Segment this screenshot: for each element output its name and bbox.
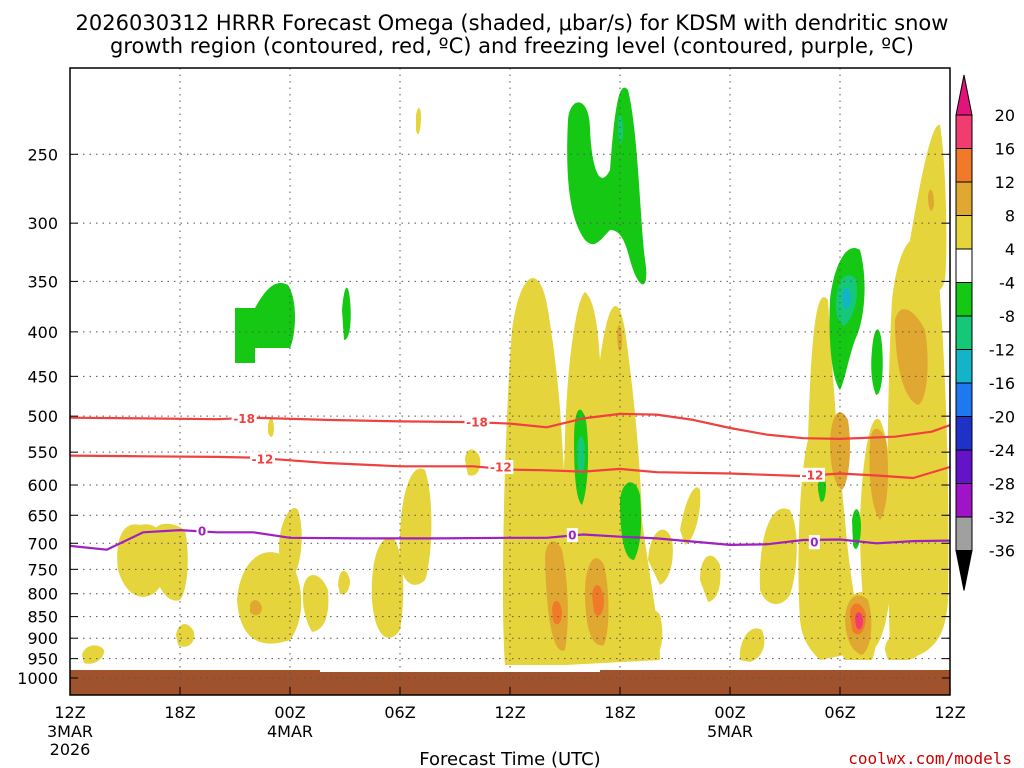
colorbar: 20 16 12 8 4 -4 -8 -12 -16 -20 -24 -28 -32 -36	[955, 74, 1015, 591]
colorbar-segment	[955, 248, 973, 283]
colorbar-segment	[955, 181, 973, 216]
x-tick-label: 18Z	[604, 703, 635, 722]
x-tick-date: 5MAR	[707, 722, 753, 741]
contour-label: -12	[252, 452, 274, 466]
colorbar-segment	[955, 315, 973, 350]
colorbar-label: -36	[989, 542, 1015, 561]
temperature-contours: -18 -18 -12 -12 -12 0 0 0	[69, 411, 951, 551]
x-tick-label: 00Z	[714, 703, 745, 722]
y-tick-label: 950	[27, 650, 58, 669]
colorbar-label: 4	[1005, 240, 1015, 259]
colorbar-label: -20	[989, 408, 1015, 427]
y-tick-label: 750	[27, 560, 58, 579]
colorbar-label: -12	[989, 341, 1015, 360]
x-tick-date: 4MAR	[267, 722, 313, 741]
contour-line	[69, 412, 951, 440]
colorbar-label: 16	[995, 140, 1015, 159]
contour-label-bg	[800, 467, 825, 482]
y-tick-label: 850	[27, 608, 58, 627]
colorbar-label: -24	[989, 441, 1015, 460]
x-tick-year: 2026	[50, 740, 91, 759]
colorbar-label: -32	[989, 508, 1015, 527]
contour-label-bg	[196, 524, 208, 539]
x-tick-label: 18Z	[164, 703, 195, 722]
plot-frame	[69, 67, 951, 696]
x-tick-label: 12Z	[934, 703, 965, 722]
y-tick-label: 700	[27, 534, 58, 553]
colorbar-label: -16	[989, 374, 1015, 393]
colorbar-segment	[955, 449, 973, 484]
colorbar-label: 8	[1005, 207, 1015, 226]
x-axis-label: Forecast Time (UTC)	[419, 749, 600, 768]
y-tick-label: 400	[27, 323, 58, 342]
y-axis: 250 300 350 400 450 500 550 600 650 700 750 800 850 9…	[17, 145, 950, 688]
credit-text: coolwx.com/models	[848, 749, 1012, 768]
contour-label-bg	[464, 415, 490, 430]
contour-label-bg	[808, 535, 820, 550]
colorbar-label: 20	[995, 106, 1015, 125]
y-tick-label: 550	[27, 443, 58, 462]
colorbar-label: -4	[999, 274, 1015, 293]
contour-label-bg	[566, 528, 578, 543]
contour-label: 0	[810, 536, 818, 550]
contour-label: -18	[233, 412, 255, 426]
colorbar-segment	[955, 148, 973, 183]
chart-title-line1: 2026030312 HRRR Forecast Omega (shaded, …	[76, 11, 949, 35]
chart-title-line2: growth region (contoured, red, ºC) and f…	[110, 34, 914, 58]
x-tick-label: 06Z	[384, 703, 415, 722]
colorbar-segment	[955, 282, 973, 317]
colorbar-label: -28	[989, 475, 1015, 494]
x-tick-label: 12Z	[54, 703, 85, 722]
omega-shading	[70, 87, 950, 695]
x-tick-date: 3MAR	[47, 722, 93, 741]
contour-label: 0	[568, 529, 576, 543]
x-tick-label: 00Z	[274, 703, 305, 722]
contour-label-bg	[488, 459, 514, 474]
y-tick-label: 350	[27, 272, 58, 291]
grid	[70, 68, 950, 695]
y-tick-label: 250	[27, 145, 58, 164]
y-tick-label: 900	[27, 629, 58, 648]
y-tick-label: 600	[27, 476, 58, 495]
contour-line	[69, 529, 951, 551]
y-tick-label: 650	[27, 506, 58, 525]
colorbar-segment	[955, 114, 973, 149]
colorbar-label: 12	[995, 173, 1015, 192]
colorbar-segment	[955, 382, 973, 417]
colorbar-top-arrow	[955, 74, 973, 116]
y-tick-label: 1000	[17, 669, 58, 688]
y-tick-label: 300	[27, 214, 58, 233]
x-tick-label: 06Z	[824, 703, 855, 722]
colorbar-bottom-arrow	[955, 550, 973, 591]
colorbar-segment	[955, 349, 973, 384]
contour-label: -12	[490, 460, 512, 474]
x-tick-label: 12Z	[494, 703, 525, 722]
y-tick-label: 500	[27, 407, 58, 426]
contour-label-bg	[250, 451, 275, 466]
contour-label-bg	[231, 411, 257, 426]
colorbar-segment	[955, 215, 973, 250]
colorbar-segment	[955, 416, 973, 451]
y-tick-label: 800	[27, 585, 58, 604]
y-tick-label: 450	[27, 367, 58, 386]
contour-label: -18	[466, 416, 488, 430]
contour-label: -12	[802, 468, 824, 482]
contour-label: 0	[198, 525, 206, 539]
colorbar-segment	[955, 516, 973, 551]
colorbar-segment	[955, 483, 973, 518]
colorbar-label: -8	[999, 307, 1015, 326]
